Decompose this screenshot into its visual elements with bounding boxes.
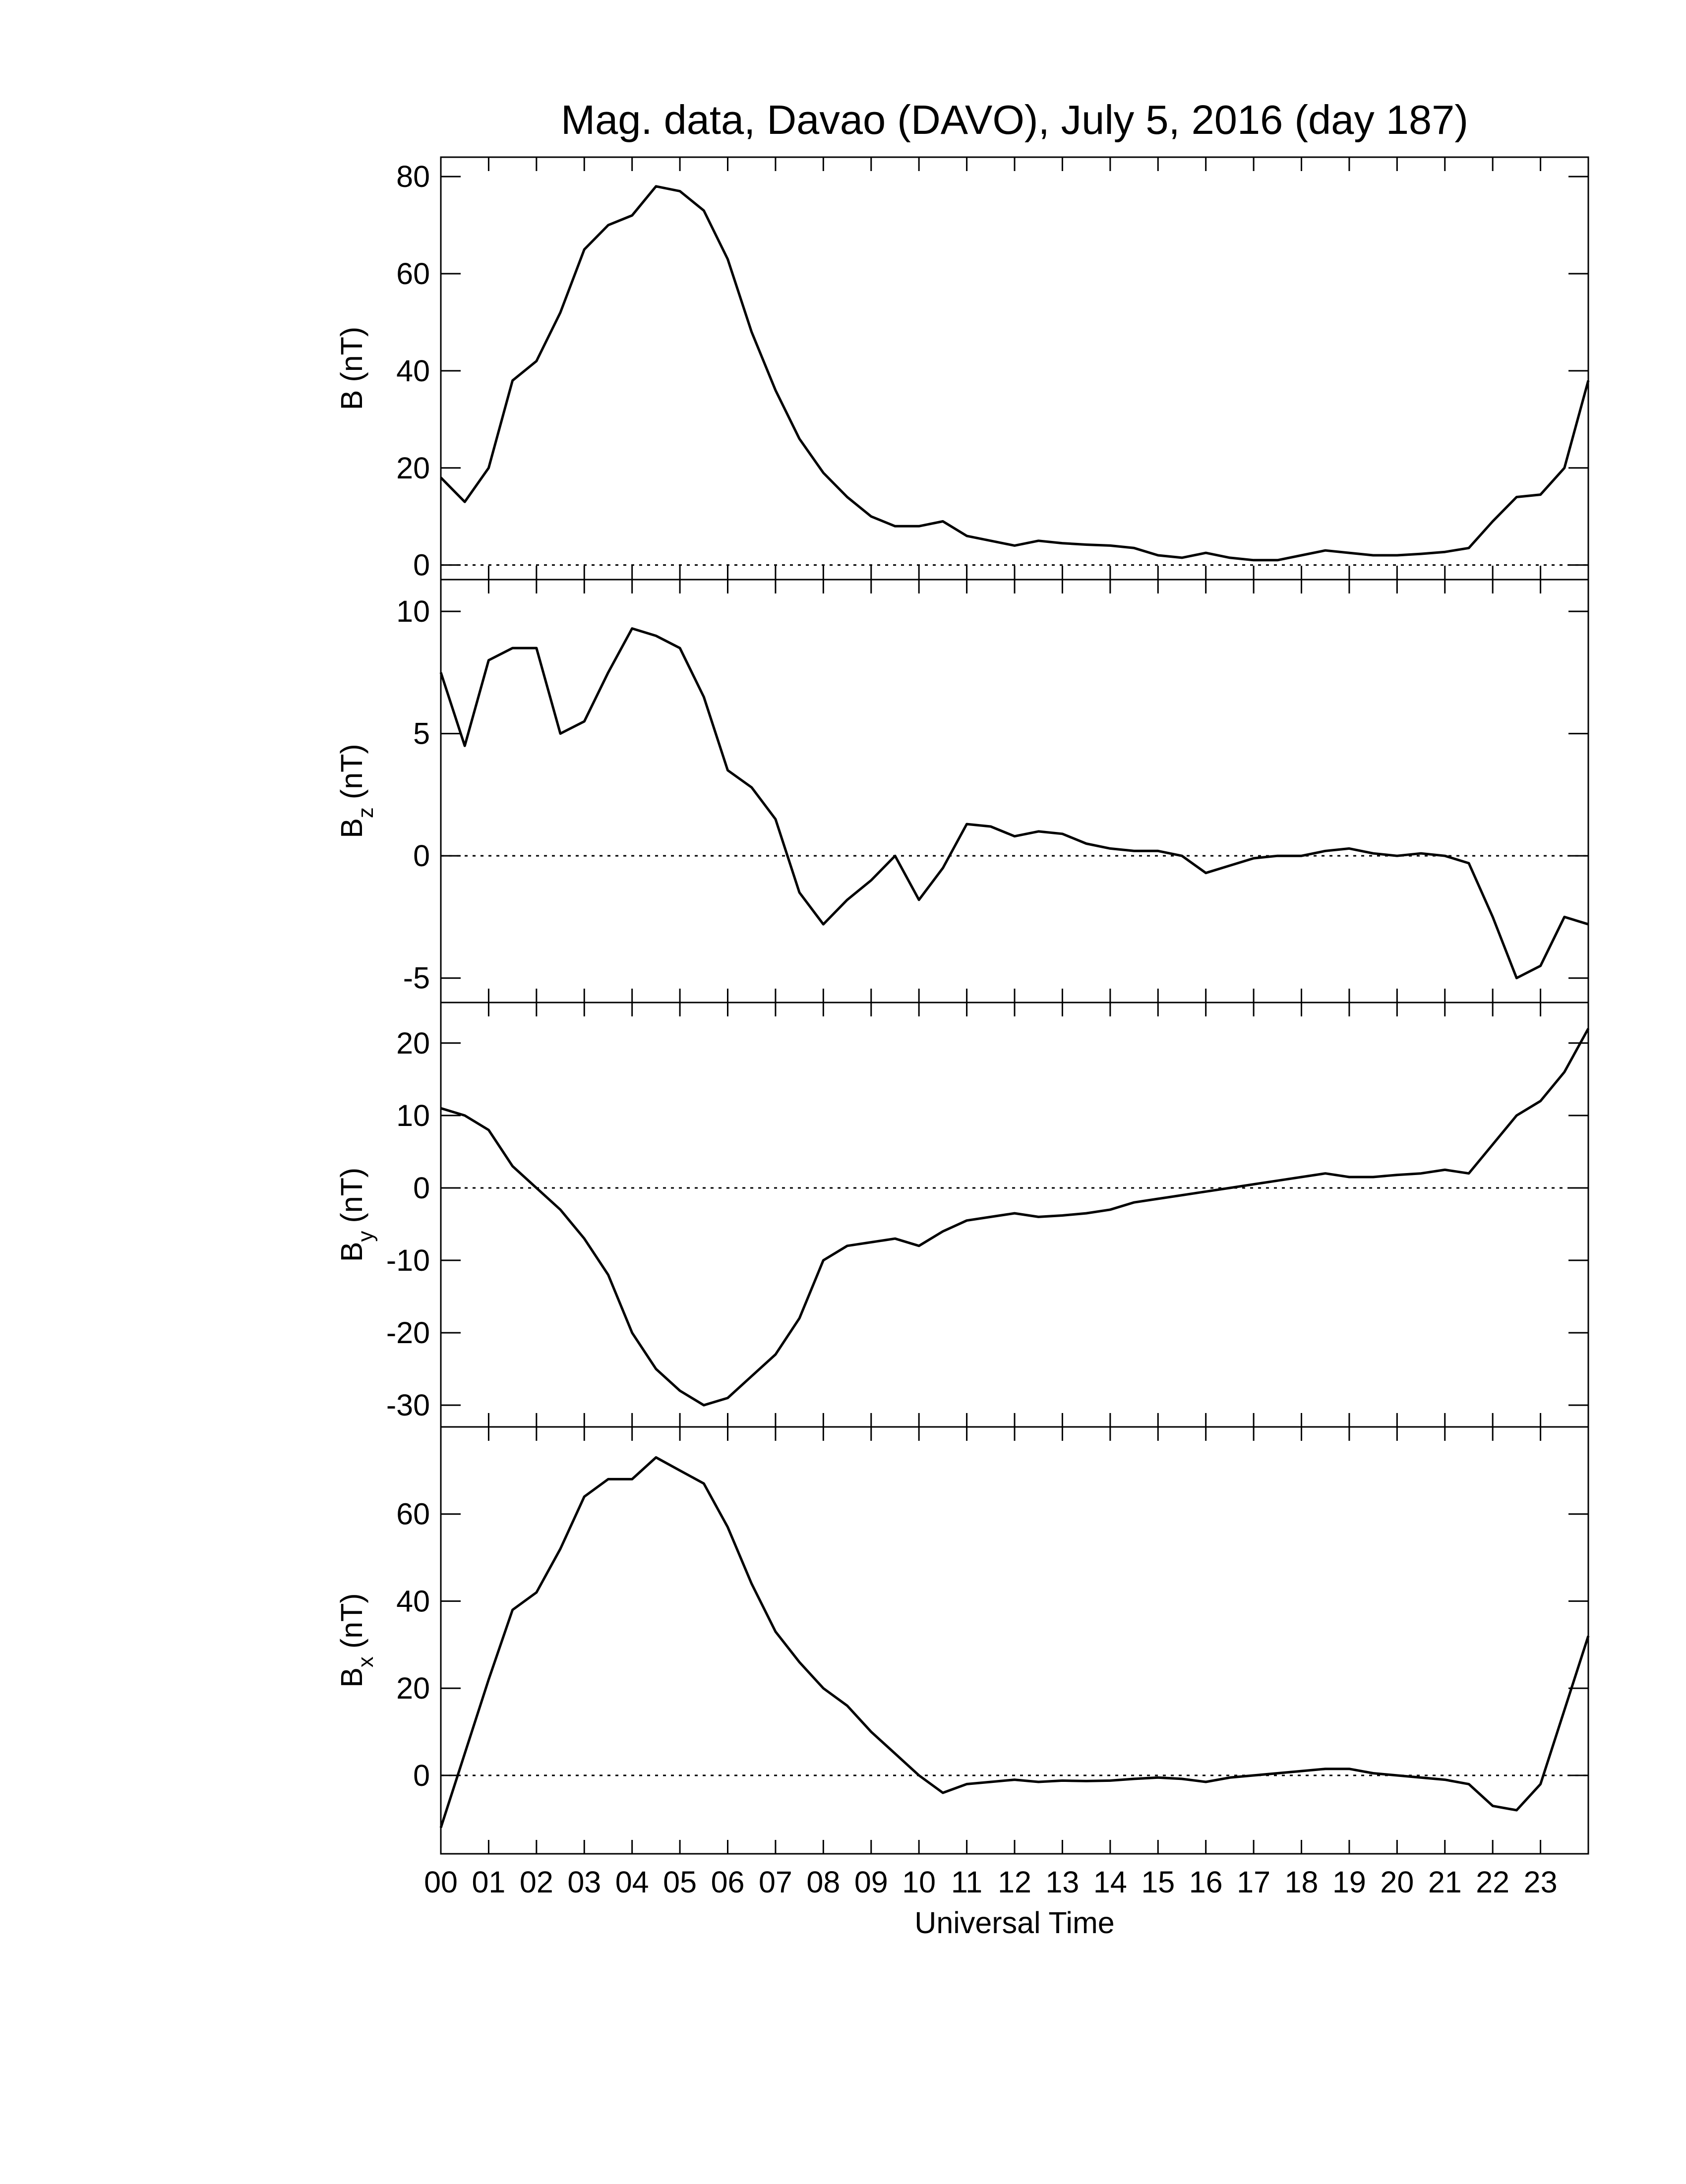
- y-tick-label: -5: [403, 961, 430, 995]
- y-label-unit: (nT): [335, 1168, 368, 1223]
- x-tick-label: 13: [1045, 1865, 1079, 1899]
- y-label-symbol: B: [335, 1667, 368, 1688]
- x-tick-label: 16: [1189, 1865, 1223, 1899]
- plot-frame: [440, 156, 1589, 581]
- y-label-unit: (nT): [335, 1593, 368, 1649]
- y-label-subscript: x: [354, 1656, 378, 1667]
- x-tick-label: 17: [1237, 1865, 1270, 1899]
- y-axis-label: Bz (nT): [335, 744, 378, 838]
- x-tick-label: 20: [1380, 1865, 1414, 1899]
- x-axis-label: Universal Time: [914, 1906, 1114, 1940]
- plot-frame: [440, 1426, 1589, 1855]
- x-tick-label: 03: [567, 1865, 601, 1899]
- y-tick-label: 0: [413, 1759, 430, 1792]
- y-label-unit: (nT): [335, 327, 368, 382]
- x-tick-label: 12: [998, 1865, 1031, 1899]
- chart-title: Mag. data, Davao (DAVO), July 5, 2016 (d…: [561, 97, 1468, 143]
- y-tick-label: 0: [413, 1171, 430, 1205]
- x-tick-label: 01: [472, 1865, 505, 1899]
- x-tick-label: 22: [1476, 1865, 1509, 1899]
- x-tick-label: 19: [1332, 1865, 1366, 1899]
- data-line: [440, 1028, 1590, 1407]
- x-tick-label: 21: [1428, 1865, 1462, 1899]
- y-label-subscript: z: [354, 807, 378, 818]
- y-label-unit: (nT): [335, 744, 368, 799]
- y-tick-label: -20: [386, 1316, 430, 1350]
- y-tick-label: -10: [386, 1243, 430, 1277]
- x-tick-label: 10: [902, 1865, 936, 1899]
- x-tick-label: 23: [1524, 1865, 1558, 1899]
- x-tick-label: 04: [615, 1865, 649, 1899]
- y-label-symbol: B: [335, 390, 368, 411]
- y-tick-label: 60: [396, 257, 430, 291]
- y-axis-label: Bx (nT): [335, 1593, 378, 1688]
- data-line: [440, 185, 1590, 562]
- plot-frame: [440, 1002, 1589, 1428]
- y-tick-label: 0: [413, 548, 430, 582]
- x-tick-label: 18: [1285, 1865, 1319, 1899]
- y-tick-label: 0: [413, 839, 430, 873]
- y-tick-label: 10: [396, 1099, 430, 1132]
- x-tick-label: 15: [1141, 1865, 1175, 1899]
- x-tick-label: 11: [951, 1865, 982, 1899]
- y-tick-label: 20: [396, 1026, 430, 1060]
- data-line: [439, 1456, 1590, 1829]
- y-tick-label: -30: [386, 1388, 430, 1422]
- y-axis-label: By (nT): [335, 1168, 378, 1262]
- x-tick-label: 00: [424, 1865, 458, 1899]
- x-tick-label: 14: [1093, 1865, 1127, 1899]
- x-tick-label: 06: [711, 1865, 745, 1899]
- x-tick-label: 08: [806, 1865, 840, 1899]
- x-tick-label: 09: [854, 1865, 888, 1899]
- y-tick-label: 80: [396, 160, 430, 193]
- y-tick-label: 20: [396, 451, 430, 485]
- y-label-subscript: y: [354, 1231, 378, 1242]
- y-tick-label: 40: [396, 1584, 430, 1618]
- x-tick-label: 02: [520, 1865, 553, 1899]
- y-tick-label: 60: [396, 1497, 430, 1531]
- y-label-symbol: B: [335, 1242, 368, 1262]
- y-tick-label: 10: [396, 594, 430, 628]
- x-tick-label: 07: [759, 1865, 792, 1899]
- y-tick-label: 20: [396, 1671, 430, 1705]
- plot-frame: [440, 579, 1589, 1003]
- y-tick-label: 40: [396, 354, 430, 388]
- y-label-symbol: B: [335, 818, 368, 838]
- y-tick-label: 5: [413, 717, 430, 751]
- y-axis-label: B (nT): [335, 327, 368, 411]
- data-line: [439, 627, 1589, 980]
- x-tick-label: 05: [663, 1865, 697, 1899]
